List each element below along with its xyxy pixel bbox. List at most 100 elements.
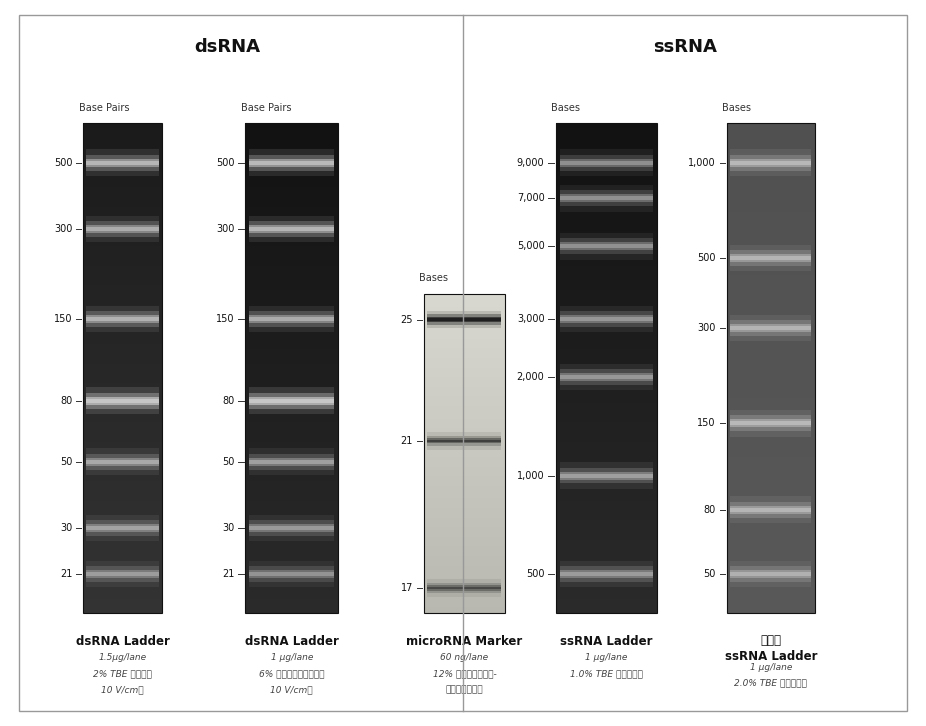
Bar [245, 412, 338, 417]
Bar [83, 481, 162, 486]
Bar [424, 566, 505, 568]
Bar [86, 520, 159, 536]
Bar [424, 393, 505, 396]
Bar [83, 202, 162, 207]
Bar [424, 403, 505, 406]
Bar [245, 584, 338, 589]
Bar [83, 349, 162, 354]
Bar [556, 383, 657, 388]
Bar [245, 589, 338, 594]
Text: 1,000: 1,000 [688, 158, 716, 168]
Bar [556, 544, 657, 550]
Bar [424, 473, 505, 476]
Bar [727, 437, 815, 442]
Bar [245, 378, 338, 383]
Bar [245, 349, 338, 354]
Bar [245, 319, 338, 325]
Bar [556, 266, 657, 271]
Bar [83, 412, 162, 417]
Text: 80: 80 [704, 505, 716, 515]
Bar [424, 454, 505, 457]
Bar [424, 364, 505, 367]
Bar [83, 158, 162, 163]
Bar [559, 238, 654, 254]
Bar [245, 187, 338, 192]
Bar [427, 436, 502, 446]
Bar [556, 290, 657, 295]
Bar [424, 575, 505, 579]
Bar [424, 297, 505, 301]
Bar [245, 369, 338, 373]
Bar [727, 369, 815, 373]
Bar [556, 491, 657, 496]
Bar [727, 221, 815, 227]
Bar [83, 378, 162, 383]
Bar [427, 311, 502, 328]
Text: ssRNA Ladder: ssRNA Ladder [560, 635, 653, 648]
Bar [727, 266, 815, 271]
Bar [424, 374, 505, 377]
Bar [245, 403, 338, 408]
Bar [731, 324, 811, 332]
Bar [245, 432, 338, 437]
Bar [83, 364, 162, 369]
Bar [249, 221, 334, 237]
Text: 1 μg/lane: 1 μg/lane [750, 663, 792, 672]
Bar [83, 569, 162, 574]
Bar [727, 515, 815, 521]
Bar [556, 172, 657, 177]
Bar [727, 325, 815, 330]
Bar [727, 565, 815, 569]
Bar [83, 290, 162, 295]
Bar [245, 398, 338, 403]
Bar [731, 155, 811, 171]
Bar [83, 540, 162, 544]
Bar [424, 333, 505, 335]
Bar [86, 159, 159, 166]
Bar [727, 574, 815, 579]
Bar [86, 457, 159, 465]
Bar [249, 571, 334, 578]
Bar [556, 432, 657, 437]
Bar [727, 300, 815, 305]
Bar [424, 319, 505, 323]
Text: 1 μg/lane: 1 μg/lane [585, 653, 628, 662]
Bar [727, 393, 815, 398]
Bar [83, 388, 162, 393]
Bar [727, 496, 815, 501]
Bar [424, 515, 505, 518]
Bar [556, 589, 657, 594]
Bar [83, 152, 162, 158]
Bar [424, 451, 505, 454]
Bar [727, 305, 815, 309]
Bar [727, 187, 815, 192]
Bar [424, 543, 505, 547]
Bar [424, 412, 505, 415]
Bar [424, 521, 505, 524]
Bar [245, 295, 338, 300]
Bar [245, 123, 338, 613]
Bar [86, 515, 159, 541]
Bar [727, 398, 815, 403]
Bar [424, 355, 505, 358]
Bar [559, 369, 654, 385]
Bar [424, 467, 505, 470]
Bar [731, 421, 811, 425]
Bar [424, 380, 505, 383]
Bar [245, 211, 338, 216]
Bar [245, 216, 338, 221]
Bar [424, 301, 505, 303]
Bar [245, 251, 338, 256]
Bar [83, 462, 162, 466]
Bar [245, 280, 338, 285]
Bar [83, 403, 162, 408]
Text: ssRNA: ssRNA [654, 38, 717, 56]
Bar [245, 476, 338, 481]
Bar [556, 501, 657, 505]
Bar [731, 256, 811, 260]
Bar [556, 393, 657, 398]
Bar [245, 168, 338, 173]
Bar [727, 412, 815, 417]
Bar [83, 565, 162, 569]
Bar [727, 579, 815, 584]
